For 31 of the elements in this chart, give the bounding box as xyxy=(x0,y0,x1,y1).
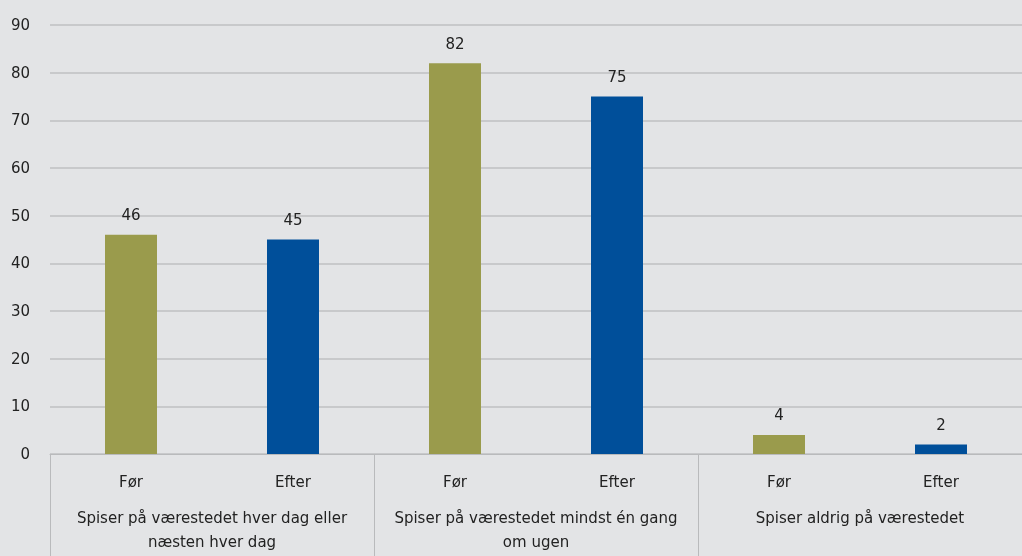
y-tick-label: 40 xyxy=(10,254,30,273)
x-tick-label: Efter xyxy=(923,472,960,491)
y-tick-label: 50 xyxy=(10,206,30,225)
bar xyxy=(753,434,805,454)
data-label: 75 xyxy=(607,68,627,86)
data-label: 4 xyxy=(774,406,784,425)
text: Spiser på værestedet mindst én gang om ugen xyxy=(393,508,679,553)
text: Spiser på værestedet hver dag eller næsten hver dag xyxy=(75,508,349,553)
y-tick-label: 20 xyxy=(10,349,30,368)
data-label: 45 xyxy=(283,211,303,229)
bar xyxy=(591,96,643,454)
y-tick-label: 90 xyxy=(10,16,30,34)
y-tick-label: 70 xyxy=(10,111,30,130)
bar xyxy=(429,63,481,454)
data-label: 82 xyxy=(445,34,465,53)
x-tick-label: Efter xyxy=(599,472,636,491)
y-tick-label: 0 xyxy=(20,445,30,463)
y-tick-label: 80 xyxy=(10,63,30,82)
bar xyxy=(915,444,967,454)
y-tick-label: 10 xyxy=(10,397,30,416)
data-label: 46 xyxy=(121,206,141,225)
bar xyxy=(267,239,319,454)
y-tick-label: 60 xyxy=(10,159,30,177)
data-label: 2 xyxy=(936,415,946,434)
bar xyxy=(105,234,157,454)
x-tick-label: Før xyxy=(767,472,792,491)
x-tick-label: Efter xyxy=(275,472,312,491)
y-tick-label: 30 xyxy=(10,302,30,320)
text: Spiser aldrig på værestedet xyxy=(754,508,966,529)
x-tick-label: Før xyxy=(119,472,144,491)
x-tick-label: Før xyxy=(443,472,468,491)
